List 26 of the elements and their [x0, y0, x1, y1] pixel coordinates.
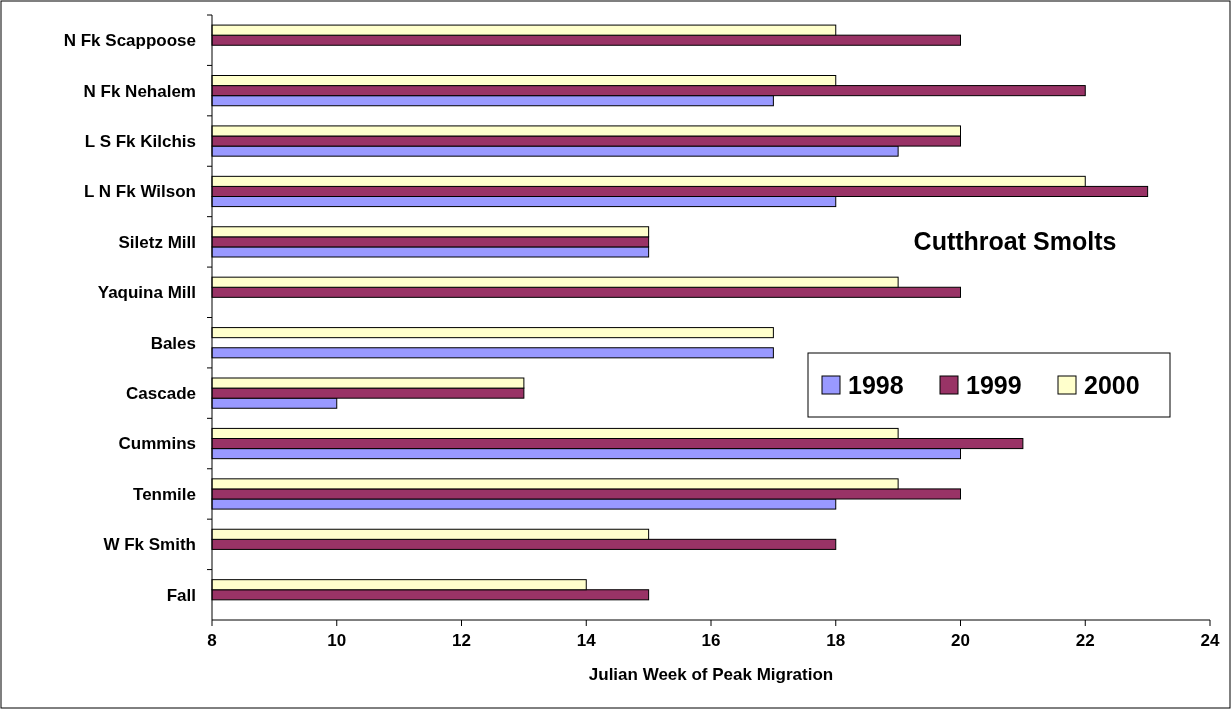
y-tick-label: W Fk Smith [103, 535, 196, 555]
legend-label: 1999 [966, 370, 1022, 399]
y-tick-label: N Fk Nehalem [83, 81, 196, 101]
y-tick-label: Yaquina Mill [97, 283, 196, 303]
x-tick-label: 14 [576, 631, 597, 650]
y-tick-label: Cascade [126, 384, 196, 404]
legend-label: 2000 [1084, 370, 1140, 399]
y-tick-label: Fall [166, 585, 196, 605]
x-tick-label: 18 [826, 631, 846, 650]
x-tick-label: 12 [452, 631, 471, 650]
y-tick-label: Siletz Mill [118, 232, 196, 252]
text: Cutthroat Smolts [913, 227, 1117, 255]
x-tick-label: 8 [207, 631, 217, 650]
x-tick-label: 20 [951, 631, 970, 650]
x-tick-label: 16 [701, 631, 721, 650]
y-tick-label: Bales [150, 333, 196, 353]
x-tick-label: 22 [1075, 631, 1095, 650]
x-tick-label: 24 [1200, 631, 1220, 650]
y-tick-label: L S Fk Kilchis [84, 131, 196, 151]
y-tick-label: L N Fk Wilson [84, 182, 196, 202]
x-axis-title: Julian Week of Peak Migration [588, 665, 834, 684]
y-tick-label: Tenmile [133, 484, 196, 504]
x-tick-label: 10 [327, 631, 347, 650]
legend-label: 1998 [848, 370, 904, 399]
y-tick-label: Cummins [118, 434, 196, 454]
y-tick-label: N Fk Scappoose [63, 31, 196, 51]
